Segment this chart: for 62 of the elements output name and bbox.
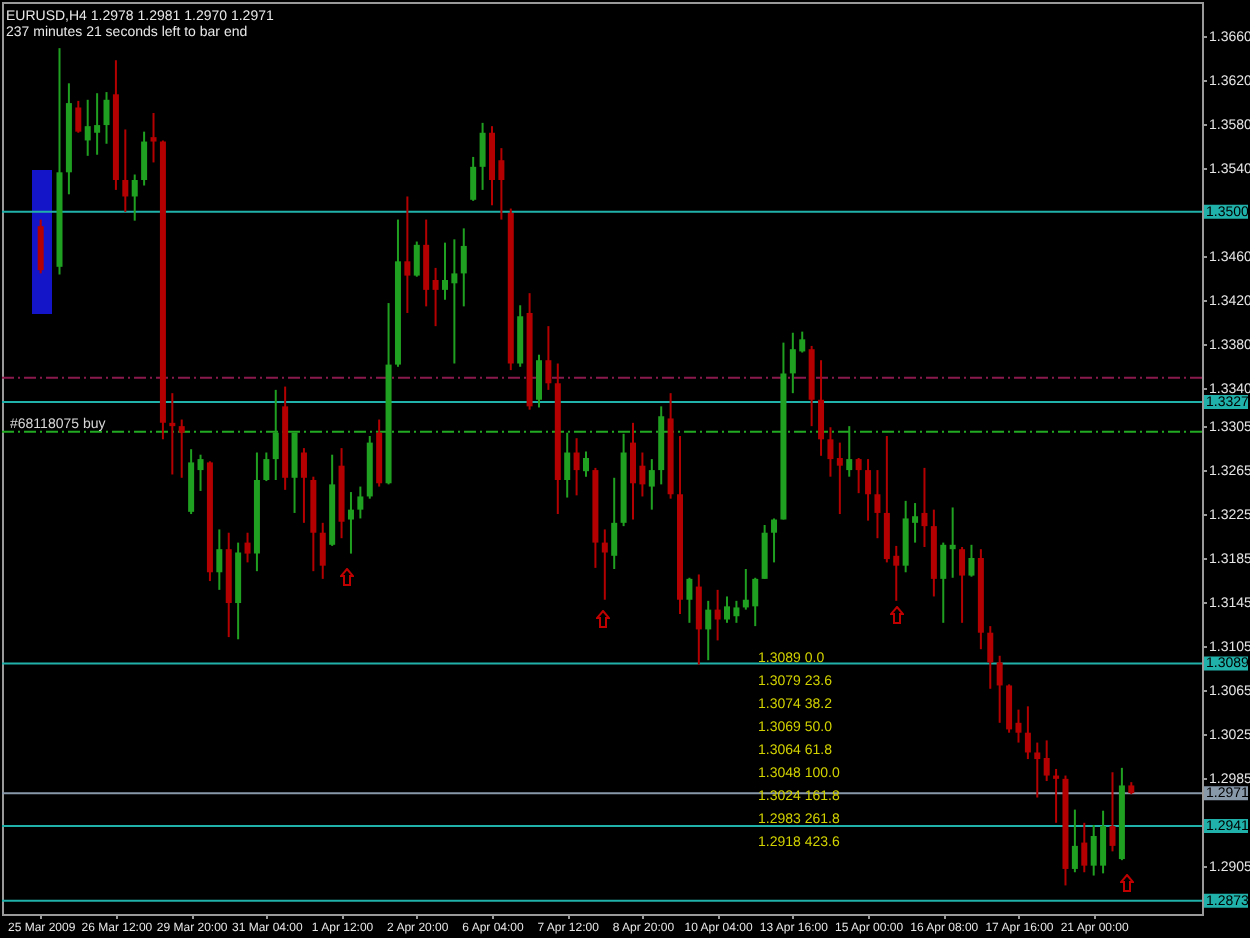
candlestick <box>949 506 956 579</box>
candlestick <box>827 426 834 478</box>
candlestick <box>470 155 477 202</box>
candlestick <box>37 218 44 275</box>
candlestick <box>818 359 825 457</box>
candlestick <box>855 457 862 495</box>
candlestick <box>545 325 552 391</box>
candlestick <box>987 625 994 690</box>
candlestick <box>122 128 129 213</box>
candlestick <box>601 528 608 601</box>
candlestick <box>761 524 768 580</box>
candlestick <box>648 458 655 511</box>
candlestick <box>968 543 975 578</box>
candlestick <box>695 573 702 666</box>
candlestick <box>169 392 176 476</box>
candlestick <box>413 240 420 278</box>
candlestick <box>874 469 881 540</box>
candlestick <box>347 491 354 555</box>
candlestick <box>357 485 364 520</box>
candlestick <box>573 437 580 497</box>
candlestick <box>1006 683 1013 734</box>
candlestick <box>583 450 589 478</box>
candlestick <box>611 476 618 570</box>
candlestick <box>996 654 1003 724</box>
candlestick <box>197 453 204 492</box>
candlestick <box>244 531 251 564</box>
candlestick <box>1024 705 1031 761</box>
candlestick <box>216 528 223 591</box>
candlestick <box>103 91 110 145</box>
candlestick <box>460 227 467 308</box>
candlestick <box>1081 821 1088 874</box>
candlestick <box>564 431 571 499</box>
candlestick <box>517 304 524 368</box>
candlestick <box>686 576 693 624</box>
candlestick <box>423 218 430 308</box>
candlestick <box>1043 739 1050 783</box>
candlestick <box>771 517 778 564</box>
candlestick <box>959 546 966 624</box>
candlestick <box>131 173 138 222</box>
candlestick <box>1034 741 1041 799</box>
candlestick <box>921 466 928 548</box>
candlestick <box>75 99 82 134</box>
candlestick <box>1053 767 1060 824</box>
candlestick <box>836 441 843 516</box>
candlestick <box>865 458 872 522</box>
candlestick <box>940 541 947 624</box>
candlestick <box>141 130 148 187</box>
candlestick <box>705 599 712 662</box>
candlestick <box>150 111 157 164</box>
candlestick <box>714 588 721 642</box>
candlestick <box>1109 771 1116 853</box>
candlestick <box>724 595 731 624</box>
candlestick <box>319 521 326 580</box>
candlestick <box>432 266 439 328</box>
candlestick <box>300 447 307 524</box>
candlestick <box>535 353 542 409</box>
candlestick <box>630 421 637 521</box>
candlestick <box>404 195 411 314</box>
candlestick <box>263 451 270 483</box>
candlestick <box>479 121 486 191</box>
candlestick <box>178 418 185 479</box>
candlestick <box>1071 808 1078 874</box>
